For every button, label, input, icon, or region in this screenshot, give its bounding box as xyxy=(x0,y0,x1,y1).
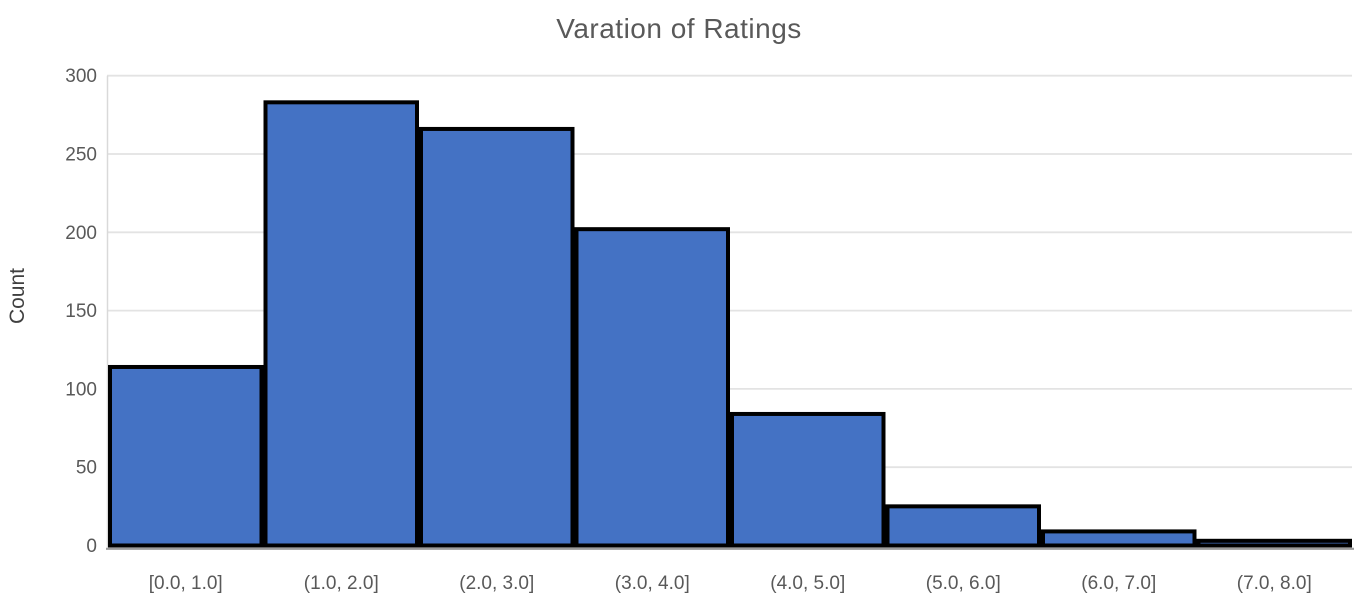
histogram-bar xyxy=(730,411,886,548)
x-tick-label: (1.0, 2.0] xyxy=(304,573,379,594)
histogram-bar xyxy=(1041,529,1197,548)
x-tick-label: [0.0, 1.0] xyxy=(149,573,223,594)
y-tick-label: 300 xyxy=(65,66,97,87)
x-tick-label: (4.0, 5.0] xyxy=(770,573,845,594)
y-tick-label: 100 xyxy=(65,379,97,400)
y-tick-label: 150 xyxy=(65,301,97,322)
x-tick-label: (7.0, 8.0] xyxy=(1237,573,1312,594)
y-axis-title: Count xyxy=(6,268,29,325)
histogram-bar xyxy=(885,504,1041,548)
x-tick-label: (3.0, 4.0] xyxy=(615,573,690,594)
histogram-bar xyxy=(574,227,730,548)
histogram-bar xyxy=(108,364,264,548)
histogram-bar xyxy=(1196,538,1352,548)
x-tick-label: (2.0, 3.0] xyxy=(459,573,534,594)
chart-title: Varation of Ratings xyxy=(556,13,802,44)
y-tick-label: 200 xyxy=(65,223,97,244)
y-tick-label: 250 xyxy=(65,145,97,166)
y-tick-label: 50 xyxy=(76,458,97,479)
x-tick-label: (6.0, 7.0] xyxy=(1081,573,1156,594)
histogram-bar xyxy=(263,100,419,548)
x-tick-label: (5.0, 6.0] xyxy=(926,573,1001,594)
y-tick-label: 0 xyxy=(86,536,97,557)
histogram-bar xyxy=(419,126,575,548)
